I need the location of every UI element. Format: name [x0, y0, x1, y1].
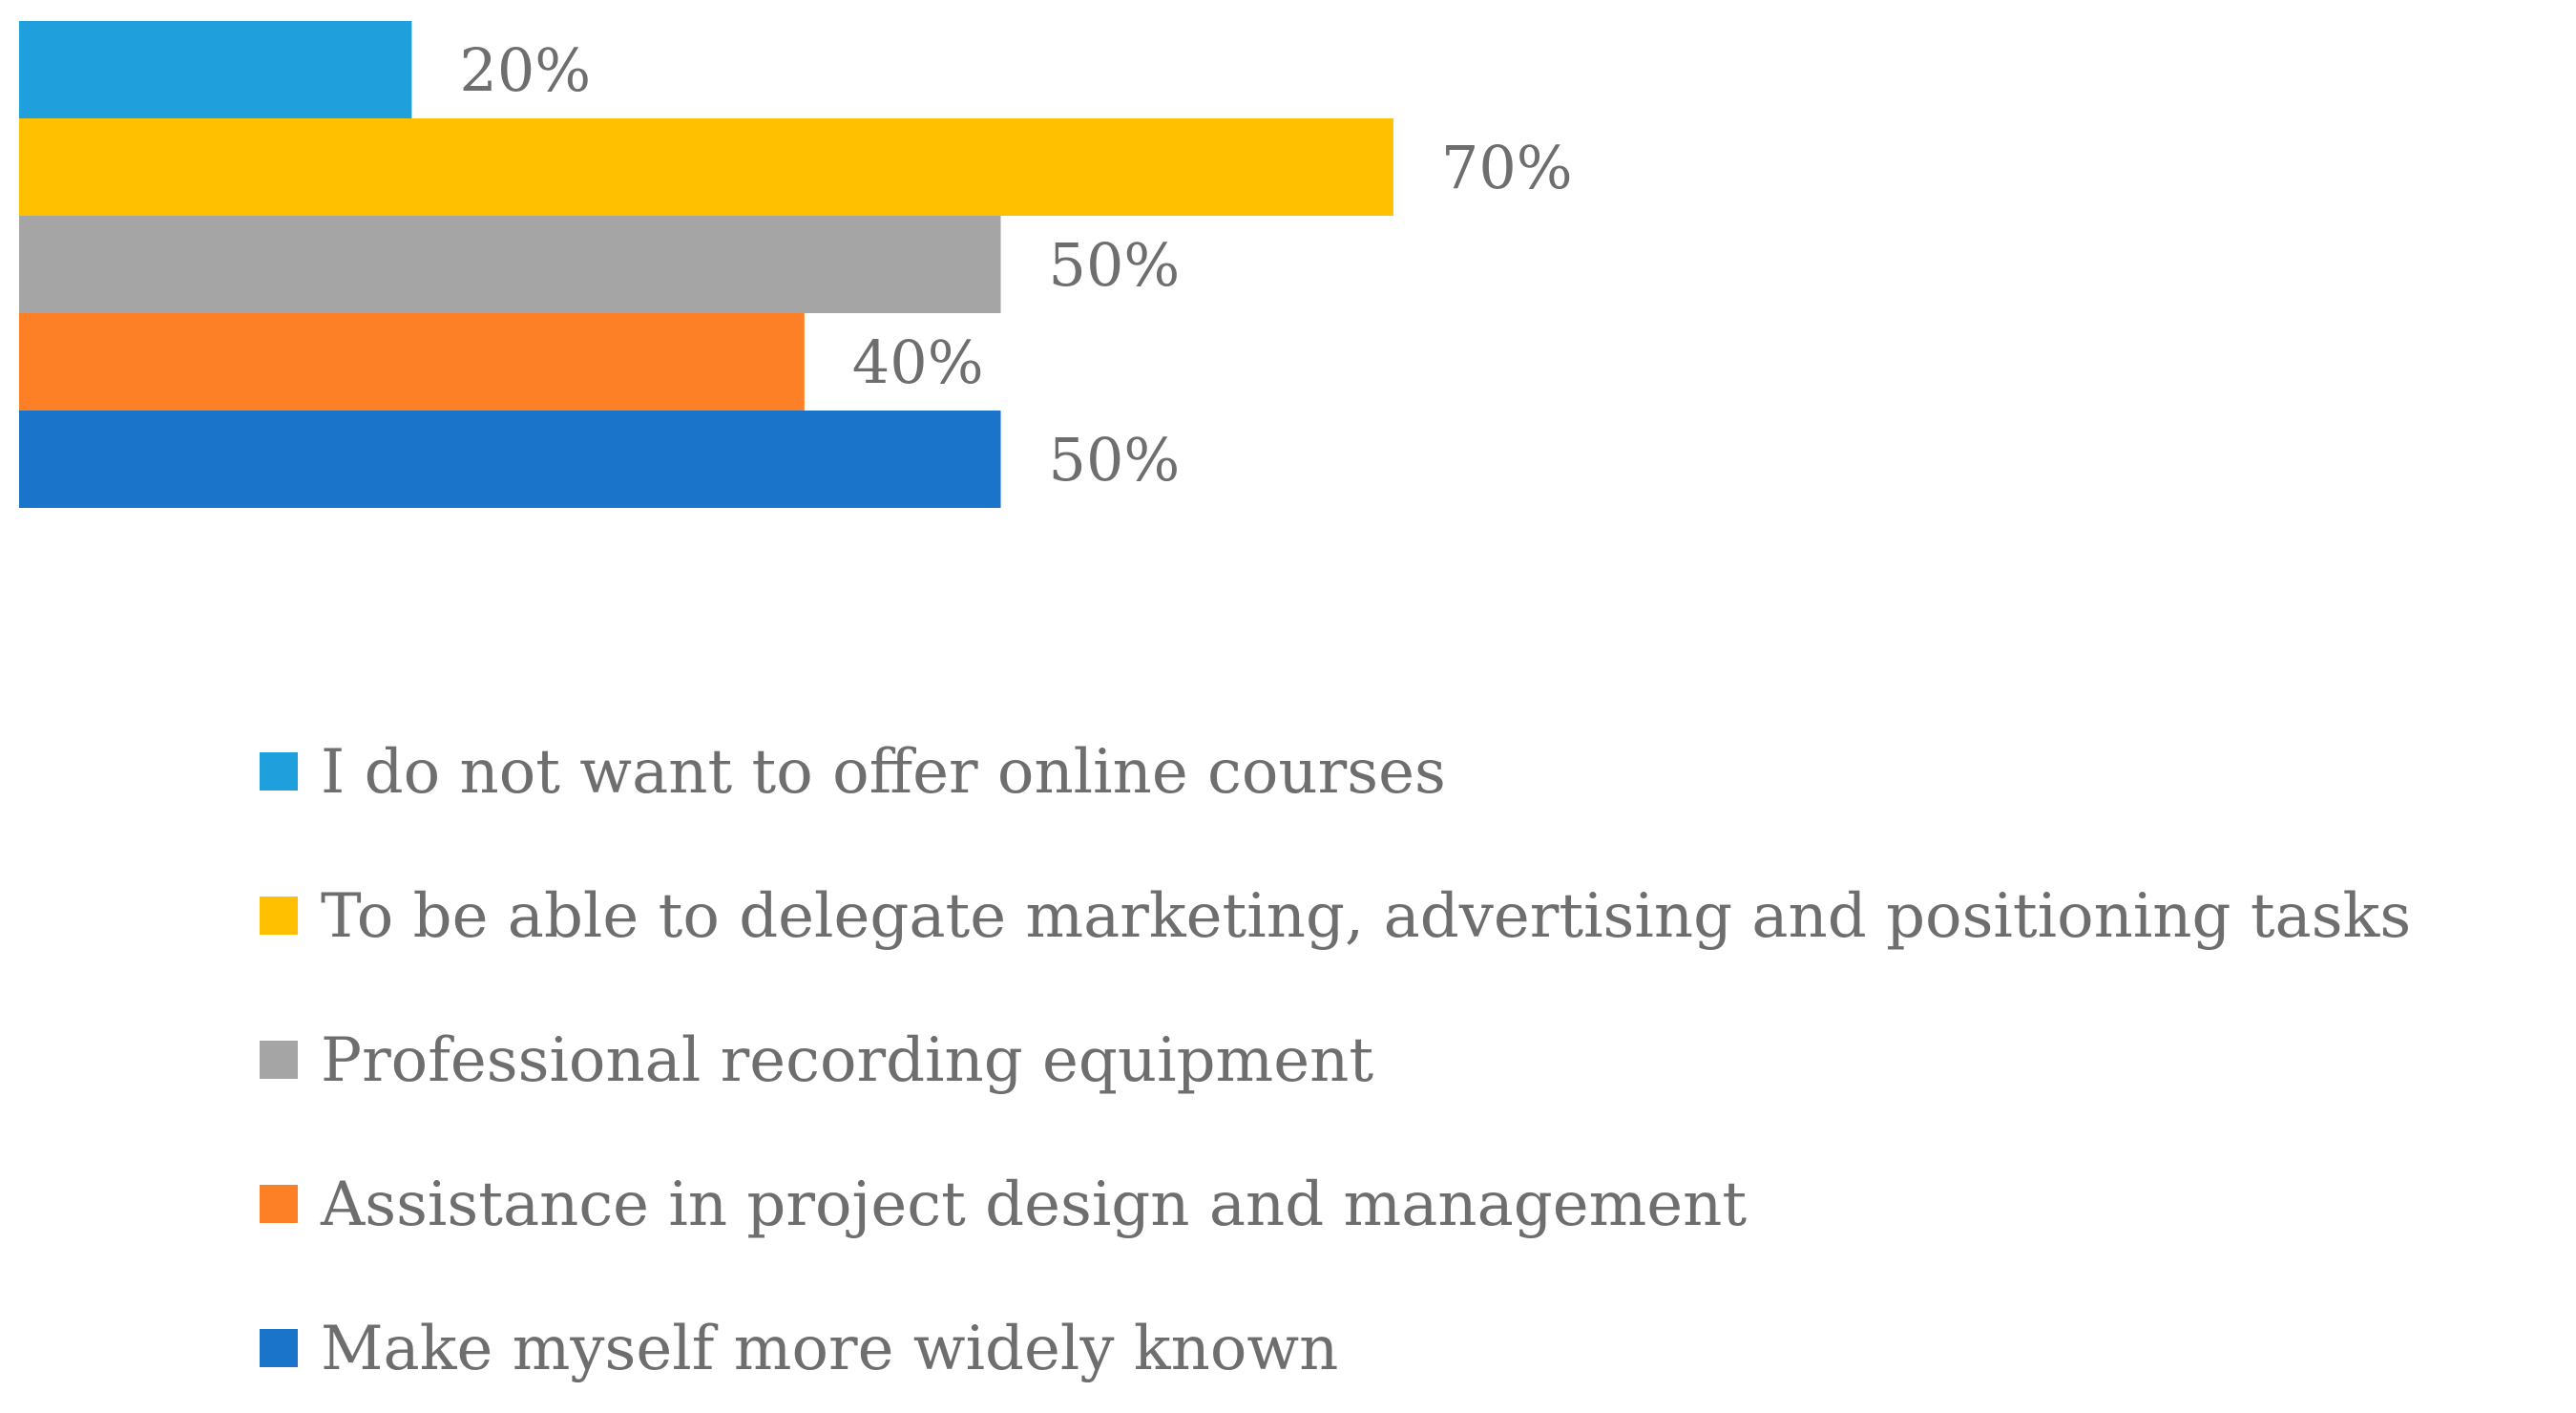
- data-label-to-be-able-to-delegate-marketing-advertising-and-positioning-tasks: 70%: [1441, 133, 1573, 202]
- legend-swatch: [260, 1041, 298, 1079]
- legend-label: Make myself more widely known: [321, 1314, 1338, 1384]
- bar-make-myself-more-widely-known: [19, 411, 1001, 508]
- bar-to-be-able-to-delegate-marketing-advertising-and-positioning-tasks: [19, 118, 1393, 216]
- bars-group: [19, 21, 1393, 508]
- legend-item-i-do-not-want-to-offer-online-courses: I do not want to offer online courses: [260, 737, 1446, 808]
- legend-label: I do not want to offer online courses: [321, 737, 1446, 808]
- legend-swatch: [260, 896, 298, 935]
- legend-item-make-myself-more-widely-known: Make myself more widely known: [260, 1314, 1338, 1384]
- data-label-i-do-not-want-to-offer-online-courses: 20%: [459, 35, 591, 105]
- legend-swatch: [260, 1329, 298, 1367]
- legend-item-to-be-able-to-delegate-marketing-advertising-and-positioning-tasks: To be able to delegate marketing, advert…: [260, 881, 2411, 952]
- legend-label: Professional recording equipment: [321, 1025, 1373, 1096]
- bar-i-do-not-want-to-offer-online-courses: [19, 21, 412, 118]
- data-label-assistance-in-project-design-and-management: 40%: [852, 327, 984, 397]
- legend-item-assistance-in-project-design-and-management: Assistance in project design and managem…: [260, 1170, 1747, 1240]
- legend-label: To be able to delegate marketing, advert…: [321, 881, 2411, 952]
- data-label-make-myself-more-widely-known: 50%: [1049, 425, 1181, 495]
- legend-item-professional-recording-equipment: Professional recording equipment: [260, 1025, 1373, 1096]
- legend: I do not want to offer online courses To …: [260, 737, 2411, 1384]
- legend-label: Assistance in project design and managem…: [320, 1170, 1747, 1240]
- bar-professional-recording-equipment: [19, 216, 1001, 313]
- legend-swatch: [260, 1185, 298, 1223]
- data-label-professional-recording-equipment: 50%: [1049, 230, 1181, 300]
- bar-labels-group: 20% 70% 50% 40% 50%: [459, 35, 1572, 495]
- legend-swatch: [260, 752, 298, 791]
- bar-assistance-in-project-design-and-management: [19, 313, 805, 411]
